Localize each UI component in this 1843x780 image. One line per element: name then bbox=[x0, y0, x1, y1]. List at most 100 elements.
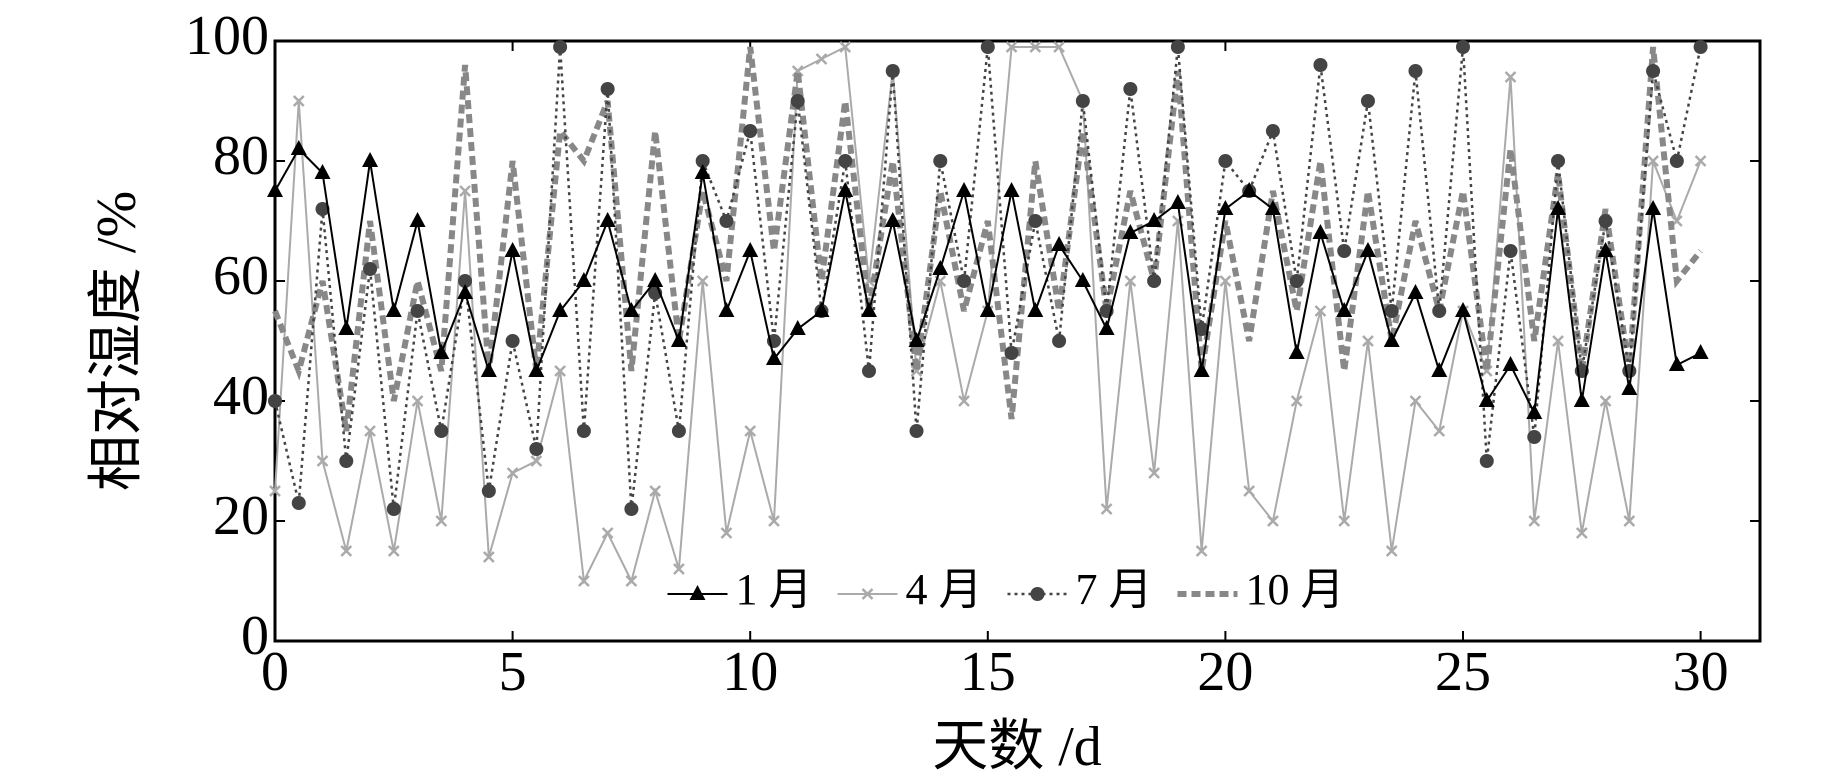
marker bbox=[670, 332, 687, 347]
marker bbox=[504, 242, 521, 257]
marker bbox=[718, 302, 735, 317]
marker bbox=[269, 485, 281, 497]
legend-label: 4 月 bbox=[906, 565, 983, 614]
marker bbox=[1027, 302, 1044, 317]
marker bbox=[1385, 545, 1398, 557]
marker bbox=[696, 275, 709, 287]
marker bbox=[268, 394, 282, 408]
marker bbox=[315, 202, 330, 216]
marker bbox=[1384, 304, 1399, 318]
marker bbox=[908, 332, 925, 347]
marker bbox=[1433, 425, 1446, 437]
marker bbox=[623, 302, 640, 317]
marker bbox=[979, 302, 996, 317]
marker bbox=[576, 424, 591, 438]
marker bbox=[862, 364, 876, 378]
marker bbox=[1146, 212, 1163, 227]
marker bbox=[1028, 214, 1043, 228]
marker bbox=[1694, 155, 1707, 167]
marker bbox=[765, 350, 782, 365]
series-line bbox=[273, 46, 1702, 510]
marker bbox=[1456, 40, 1470, 54]
marker bbox=[1693, 40, 1708, 54]
marker bbox=[1551, 154, 1566, 168]
marker bbox=[1264, 200, 1281, 215]
x-tick-label: 10 bbox=[722, 641, 778, 703]
marker bbox=[837, 182, 854, 197]
marker bbox=[861, 588, 874, 600]
marker bbox=[1148, 467, 1161, 479]
marker bbox=[1098, 320, 1115, 335]
marker bbox=[1124, 275, 1137, 287]
marker bbox=[1621, 380, 1638, 395]
marker bbox=[1550, 200, 1567, 215]
marker bbox=[838, 154, 853, 168]
plot-frame bbox=[273, 39, 1762, 643]
marker bbox=[1646, 64, 1661, 78]
marker bbox=[1504, 71, 1517, 83]
x-tick-label: 25 bbox=[1435, 641, 1491, 703]
marker bbox=[933, 154, 948, 168]
marker bbox=[1645, 200, 1662, 215]
y-tick-label: 40 bbox=[213, 365, 269, 427]
marker bbox=[1147, 274, 1162, 288]
legend-label: 1 月 bbox=[736, 565, 813, 614]
marker bbox=[689, 585, 706, 600]
marker bbox=[815, 53, 828, 65]
marker bbox=[338, 320, 355, 335]
marker bbox=[1053, 41, 1065, 53]
x-tick-label: 15 bbox=[960, 641, 1016, 703]
marker bbox=[1669, 154, 1684, 168]
series bbox=[268, 40, 1708, 516]
marker bbox=[1408, 64, 1423, 78]
y-tick-label: 80 bbox=[213, 125, 269, 187]
series bbox=[272, 46, 1703, 432]
marker bbox=[1195, 545, 1208, 557]
marker bbox=[1338, 515, 1351, 527]
marker bbox=[364, 425, 376, 437]
marker bbox=[1074, 272, 1091, 287]
marker bbox=[1337, 244, 1352, 258]
marker bbox=[339, 454, 354, 468]
marker bbox=[528, 362, 545, 377]
marker bbox=[861, 302, 877, 317]
marker bbox=[958, 395, 970, 407]
marker bbox=[1217, 200, 1234, 215]
marker bbox=[410, 304, 425, 318]
marker bbox=[362, 152, 379, 167]
marker bbox=[316, 455, 329, 467]
marker bbox=[267, 182, 283, 197]
marker bbox=[980, 40, 995, 54]
marker bbox=[1360, 94, 1375, 108]
marker bbox=[742, 242, 759, 257]
marker bbox=[1219, 275, 1232, 287]
marker bbox=[1029, 41, 1042, 53]
marker bbox=[1265, 124, 1280, 138]
marker bbox=[885, 64, 900, 78]
y-tick-label: 0 bbox=[241, 605, 269, 667]
marker bbox=[695, 154, 710, 168]
marker bbox=[624, 502, 639, 516]
marker bbox=[671, 424, 686, 438]
marker bbox=[575, 272, 592, 287]
marker bbox=[290, 140, 307, 155]
marker bbox=[481, 484, 496, 498]
x-axis-label: 天数 /d bbox=[932, 716, 1102, 778]
marker bbox=[839, 41, 852, 53]
marker bbox=[387, 545, 400, 557]
marker bbox=[1194, 322, 1209, 336]
marker bbox=[956, 182, 973, 197]
marker bbox=[409, 212, 426, 227]
marker bbox=[957, 274, 972, 288]
marker bbox=[1075, 94, 1090, 108]
marker bbox=[1598, 214, 1613, 228]
marker bbox=[1288, 344, 1305, 359]
marker bbox=[1668, 356, 1685, 371]
marker bbox=[1169, 194, 1186, 209]
marker bbox=[1597, 242, 1614, 257]
marker bbox=[1575, 527, 1588, 539]
marker bbox=[1432, 304, 1447, 318]
marker bbox=[1100, 503, 1113, 515]
marker bbox=[790, 94, 805, 108]
